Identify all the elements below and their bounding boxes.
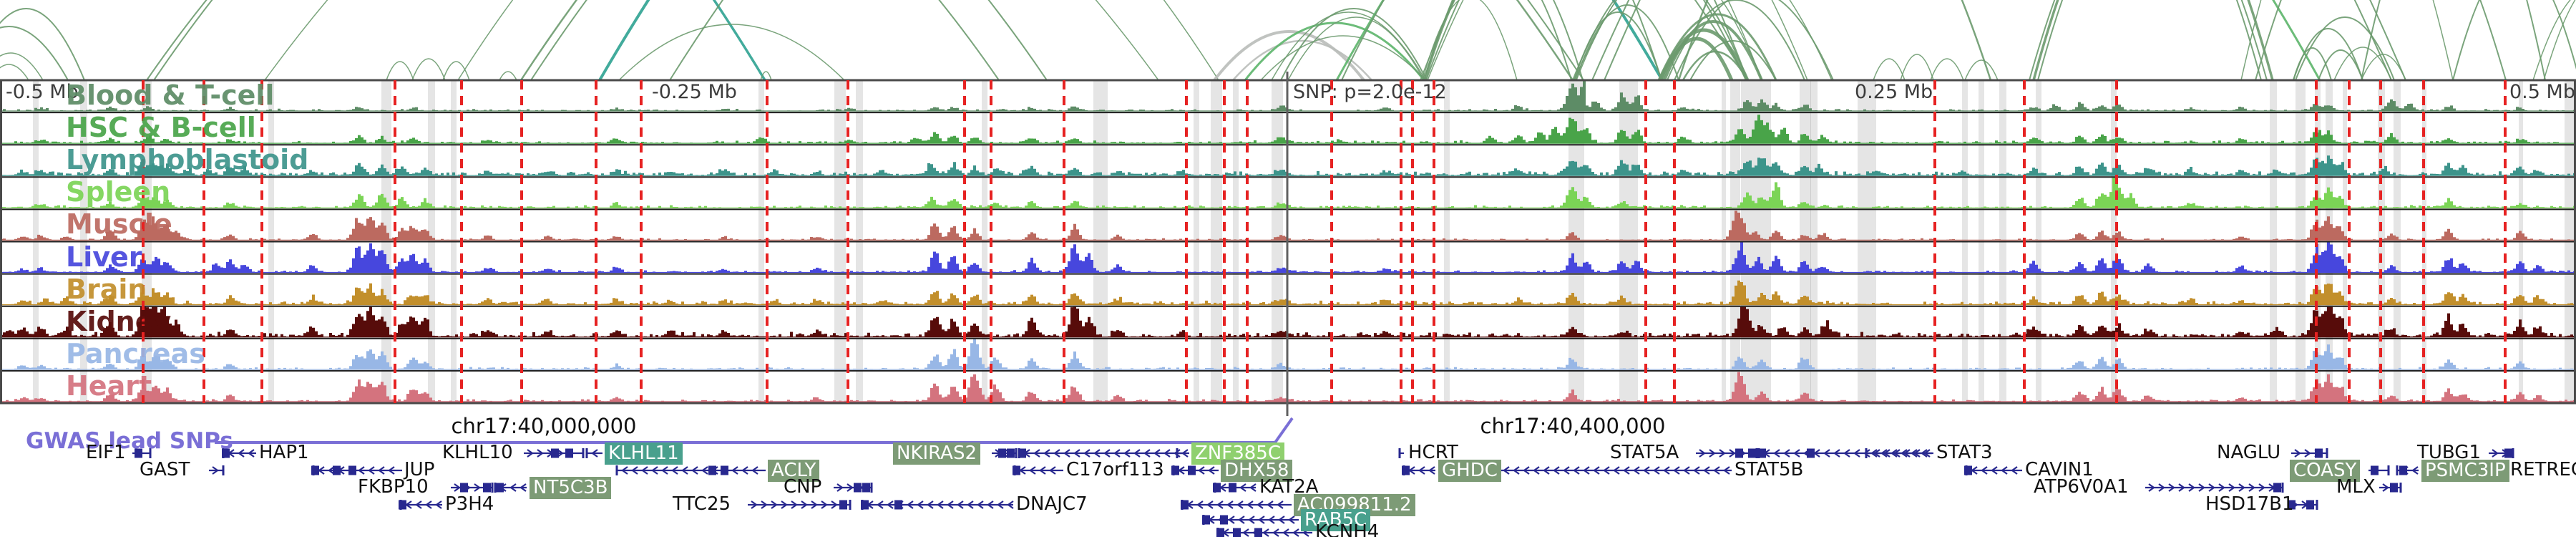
gene-body <box>209 465 225 475</box>
gene-label: DNAJC7 <box>1016 493 1088 515</box>
gene-body <box>1018 448 1184 458</box>
gene-label: STAT5B <box>1735 459 1804 480</box>
gene-body <box>2145 483 2284 493</box>
track-label: Lymphoblastoid <box>66 144 309 176</box>
gene-label-highlighted: GHDC <box>1438 460 1501 482</box>
gene-body <box>861 500 1014 510</box>
gene-body <box>992 448 1018 458</box>
gene-body <box>524 448 585 458</box>
gene-label: RETREG3 <box>2510 459 2576 480</box>
axis-tick-plus-0.5mb: 0.5 Mb <box>2509 81 2575 103</box>
gene-label: HSD17B1 <box>2205 493 2294 515</box>
track-row <box>0 178 2576 208</box>
track-label: Heart <box>66 369 152 402</box>
track-row <box>0 339 2576 370</box>
gene-body <box>1181 500 1292 510</box>
gene-label: TTC25 <box>673 493 731 515</box>
track-label: Brain <box>66 273 147 305</box>
gene-body <box>451 483 494 493</box>
track-label: Liver <box>66 241 142 273</box>
gene-body <box>585 448 602 458</box>
gene-label: CNP <box>784 476 822 498</box>
gene-label: P3H4 <box>445 493 494 515</box>
gene-label: MLX <box>2336 476 2376 498</box>
gene-label: EIF1 <box>86 442 126 463</box>
track-row <box>0 115 2576 144</box>
gene-body <box>748 500 852 510</box>
track-label: Blood & T-cell <box>66 79 275 111</box>
snp-pvalue-label: SNP: p=2.0e-12 <box>1293 81 1447 103</box>
coordinate-label-left: chr17:40,000,000 <box>451 414 637 438</box>
gene-body <box>1216 528 1312 537</box>
gene-body <box>399 500 442 510</box>
gene-body <box>1467 465 1732 475</box>
track-row <box>0 211 2576 241</box>
gene-label: JUP <box>404 459 435 480</box>
interaction-arcs <box>0 0 2576 82</box>
gene-body <box>222 448 256 458</box>
gene-body <box>1757 448 1932 458</box>
gene-body <box>834 483 873 493</box>
gene-body <box>1013 465 1063 475</box>
gene-label: GAST <box>140 459 190 480</box>
gene-label: FKBP10 <box>358 476 429 498</box>
track-row <box>0 372 2576 402</box>
gene-body <box>1202 515 1299 525</box>
axis-tick-plus-0.25mb: 0.25 Mb <box>1855 81 1933 103</box>
gene-label: HAP1 <box>259 442 309 463</box>
axis-tick-minus-0.5mb: -0.5 Mb <box>6 81 79 103</box>
track-label: Pancreas <box>66 337 205 369</box>
gene-label: CAVIN1 <box>2025 459 2094 480</box>
axis-tick-minus-0.25mb: -0.25 Mb <box>652 81 737 103</box>
gene-body <box>132 448 152 458</box>
gene-label-highlighted: ACLY <box>768 460 820 482</box>
gene-body <box>1402 465 1435 475</box>
gene-body <box>1171 465 1219 475</box>
gene-label: KAT2A <box>1259 476 1319 498</box>
gene-label: KLHL10 <box>442 442 513 463</box>
gene-body <box>2396 465 2419 475</box>
gene-body <box>1176 448 1189 458</box>
gene-label: STAT3 <box>1936 442 1993 463</box>
gene-body <box>1213 483 1257 493</box>
gene-label: NAGLU <box>2217 442 2281 463</box>
gene-body <box>1865 448 1933 458</box>
gene-body <box>1398 448 1404 458</box>
gene-label: STAT5A <box>1610 442 1679 463</box>
gwas-bracket-line <box>215 417 1294 444</box>
gene-label-highlighted: KLHL11 <box>605 442 683 465</box>
gene-label-highlighted: RAB5C <box>1301 509 1371 531</box>
gene-label-highlighted: DHX58 <box>1221 460 1293 482</box>
gene-label-highlighted: NT5C3B <box>530 477 612 499</box>
gene-body <box>1696 448 1758 458</box>
gene-body <box>494 483 527 493</box>
track-row <box>0 81 2576 112</box>
gene-body <box>311 465 402 475</box>
gene-label-highlighted: NKIRAS2 <box>893 442 981 465</box>
track-row <box>0 242 2576 274</box>
gene-body <box>1964 465 2022 475</box>
gene-body <box>2379 483 2402 493</box>
gene-label: HCRT <box>1408 442 1458 463</box>
gene-label: ATP6V0A1 <box>2034 476 2129 498</box>
track-label: Kidney <box>66 305 172 337</box>
gene-body <box>2368 465 2390 475</box>
gwas-lead-snps-label: GWAS lead SNPs <box>26 428 233 454</box>
gene-label: TUBG1 <box>2417 442 2481 463</box>
gene-label-highlighted: PSMC3IP <box>2421 460 2509 482</box>
track-label: Spleen <box>66 176 171 208</box>
coordinate-label-right: chr17:40,400,000 <box>1480 414 1666 438</box>
gene-body <box>2291 448 2328 458</box>
track-label: Muscle <box>66 208 172 241</box>
track-label: HSC & B-cell <box>66 112 256 144</box>
gene-label-highlighted: COASY <box>2290 460 2361 482</box>
gene-body <box>2489 448 2514 458</box>
gene-body <box>615 465 766 475</box>
gene-label: C17orf113 <box>1066 459 1164 480</box>
gene-label: KCNH4 <box>1315 521 1380 537</box>
gwas-lead-snp-lines <box>142 80 2507 403</box>
gene-body <box>2288 500 2318 510</box>
